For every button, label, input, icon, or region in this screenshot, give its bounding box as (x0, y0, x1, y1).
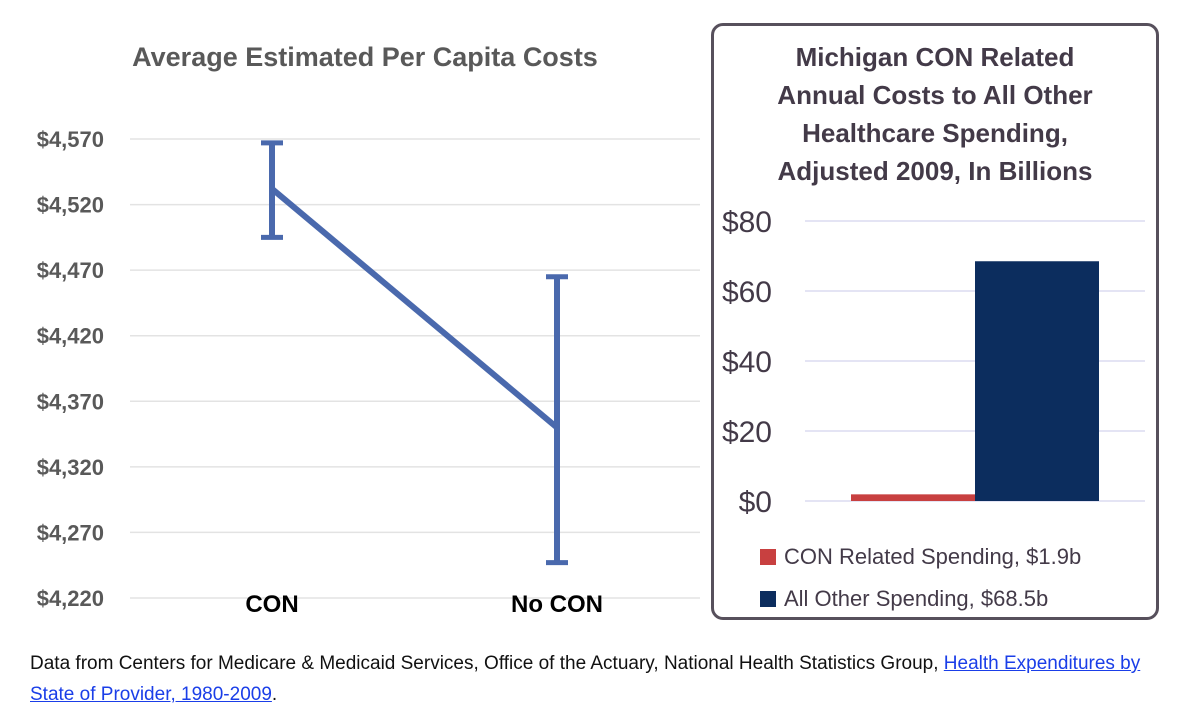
data-point (554, 424, 560, 431)
y-tick-label: $20 (722, 416, 772, 449)
right-title-line: Adjusted 2009, In Billions (777, 156, 1093, 186)
right-chart-legend: CON Related Spending, $1.9b All Other Sp… (760, 536, 1081, 620)
y-tick-label: $0 (739, 486, 772, 519)
bar-all-other (975, 261, 1099, 501)
y-tick-label: $60 (722, 276, 772, 309)
y-tick-label: $4,570 (37, 127, 104, 152)
legend-swatch-all-other (760, 591, 776, 607)
per-capita-costs-chart: Average Estimated Per Capita Costs $4,57… (37, 42, 700, 618)
legend-label: All Other Spending, $68.5b (784, 586, 1049, 611)
right-chart-title: Michigan CON Related Annual Costs to All… (714, 38, 1156, 190)
x-tick-label: No CON (511, 591, 603, 618)
y-tick-label: $4,320 (37, 455, 104, 480)
y-tick-label: $4,520 (37, 193, 104, 218)
y-tick-label: $4,270 (37, 520, 104, 545)
right-title-line: Annual Costs to All Other (777, 80, 1093, 110)
left-chart-title: Average Estimated Per Capita Costs (132, 42, 598, 72)
y-tick-label: $4,220 (37, 586, 104, 611)
michigan-spending-panel: $0 $20 $40 $60 $80 Michigan CON Related Annu… (711, 23, 1159, 620)
right-title-line: Healthcare Spending, (802, 118, 1068, 148)
legend-swatch-con-related (760, 549, 776, 565)
legend-item-con-related: CON Related Spending, $1.9b (760, 536, 1081, 578)
left-chart-plot: $4,570 $4,520 $4,470 $4,420 $4,370 $4,320 $4,2… (37, 127, 700, 618)
x-tick-label: CON (245, 591, 298, 618)
y-tick-label: $4,420 (37, 324, 104, 349)
y-tick-label: $4,370 (37, 389, 104, 414)
source-footnote: Data from Centers for Medicare & Medicai… (30, 648, 1170, 710)
y-tick-label: $4,470 (37, 258, 104, 283)
footnote-text: Data from Centers for Medicare & Medicai… (30, 653, 944, 674)
legend-item-all-other: All Other Spending, $68.5b (760, 578, 1081, 620)
data-line (270, 186, 559, 430)
right-chart-plot: $0 $20 $40 $60 $80 (722, 206, 1145, 519)
y-tick-label: $40 (722, 346, 772, 379)
bar-con-related (851, 494, 975, 501)
y-tick-label: $80 (722, 206, 772, 239)
footnote-suffix: . (271, 684, 278, 705)
data-point (269, 185, 275, 192)
legend-label: CON Related Spending, $1.9b (784, 544, 1082, 569)
right-title-line: Michigan CON Related (795, 42, 1075, 72)
source-link[interactable]: Health Expenditures by State of Provider… (30, 653, 1141, 705)
